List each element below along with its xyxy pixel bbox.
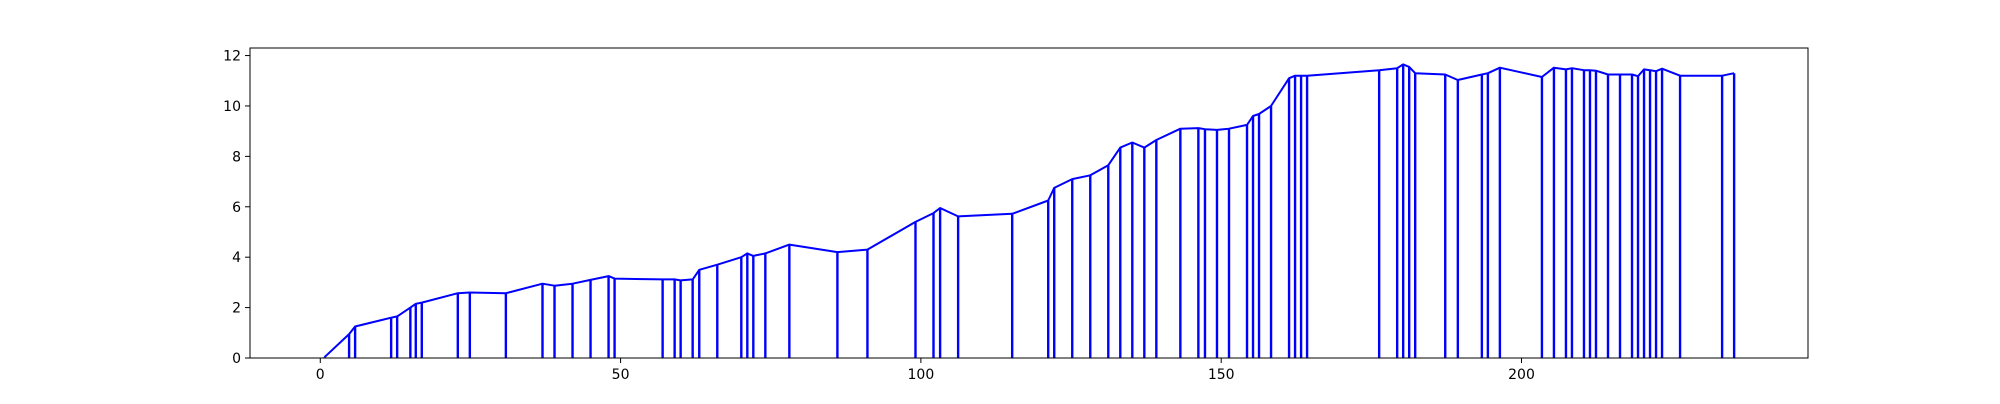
- y-tick-label: 8: [232, 149, 241, 165]
- x-tick-label: 0: [316, 367, 325, 383]
- x-tick-label: 50: [612, 367, 630, 383]
- x-tick-label: 150: [1208, 367, 1235, 383]
- y-tick-label: 6: [232, 200, 241, 216]
- axes-layer: 0 50 100 150 200 0 2 4 6 8 10 12: [223, 47, 1809, 383]
- y-tick-label: 10: [223, 99, 241, 115]
- x-tick-label: 200: [1508, 367, 1535, 383]
- y-tick-label: 12: [223, 49, 241, 65]
- series-line: [323, 63, 1735, 358]
- y-tick-label: 4: [232, 250, 241, 266]
- x-tick-label: 100: [908, 367, 935, 383]
- series-line-layer: [323, 63, 1735, 358]
- y-tick-label: 2: [232, 301, 241, 317]
- plot-frame: [249, 47, 1809, 359]
- y-tick-label: 0: [232, 351, 241, 367]
- stems-layer: [323, 64, 1736, 358]
